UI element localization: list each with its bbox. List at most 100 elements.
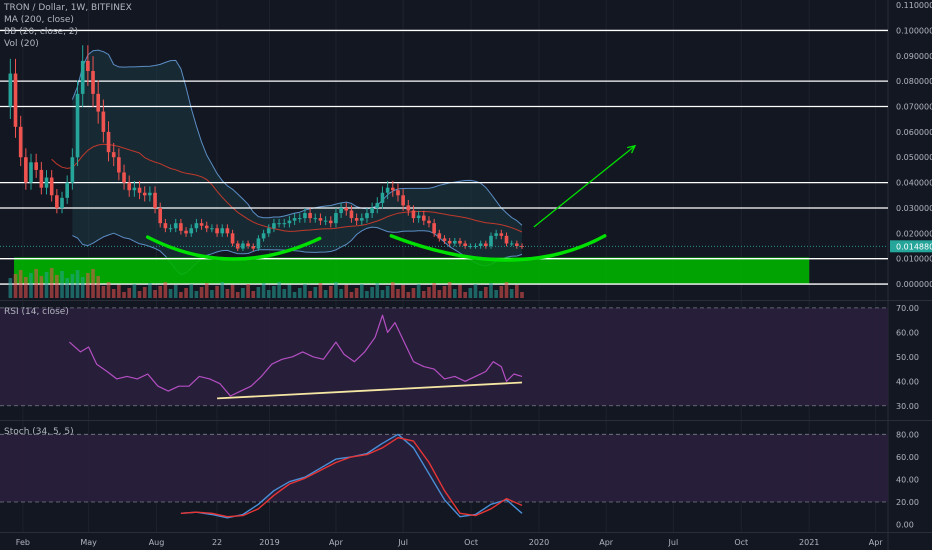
volume-bar [96, 276, 101, 298]
volume-bar [163, 282, 168, 298]
candle-body [354, 218, 359, 221]
candle-body [484, 243, 488, 247]
legend-bb[interactable]: BB (20, close, 2) [4, 27, 79, 37]
candle-body [499, 233, 504, 236]
volume-bar [396, 289, 400, 298]
rsi-axis-label: 40.00 [896, 377, 919, 386]
candle-body [416, 215, 421, 219]
candle-body [173, 223, 178, 229]
volume-bar [117, 285, 121, 298]
volume-bar [44, 272, 49, 298]
candle-body [86, 60, 90, 72]
volume-bar [499, 286, 504, 298]
candle-body [184, 230, 188, 234]
time-axis-label: Apr [599, 538, 614, 547]
symbol-title[interactable]: TRON / Dollar, 1W, BITFINEX [4, 3, 132, 13]
volume-bar [215, 286, 219, 298]
candle-body [287, 220, 292, 224]
price-axis-label: 0.100000 [896, 26, 932, 35]
breakout-arrow-line [533, 145, 636, 228]
legend-vol[interactable]: Vol (20) [4, 39, 39, 49]
price-axis-label: 0.110000 [896, 1, 932, 10]
volume-bar [65, 278, 69, 298]
rsi-legend[interactable]: RSI (14, close) [4, 307, 69, 317]
volume-bar [179, 292, 183, 298]
volume-bar [106, 282, 111, 298]
time-axis-label: Oct [734, 538, 748, 547]
candle-body [359, 218, 364, 221]
candle-body [163, 223, 168, 229]
volume-bar [287, 285, 292, 298]
price-axis-label: 0.080000 [896, 77, 932, 86]
candle-body [215, 228, 219, 234]
volume-bar [328, 286, 333, 298]
volume-bar [13, 274, 18, 298]
volume-bar [241, 288, 245, 298]
candle-body [494, 233, 498, 236]
candle-body [111, 152, 116, 158]
main-legend: TRON / Dollar, 1W, BITFINEX MA (200, clo… [4, 2, 132, 50]
candle-body [489, 235, 493, 247]
candle-body [49, 177, 54, 196]
candle-body [365, 213, 369, 219]
candle-body [148, 192, 152, 196]
candle-body [401, 195, 405, 206]
volume-bar [380, 290, 385, 298]
volume-bar [132, 284, 137, 298]
current-price-label-bg [890, 240, 932, 253]
candle-body [437, 233, 442, 239]
volume-bar [416, 284, 421, 298]
volume-bar [308, 291, 312, 298]
volume-bar [323, 290, 328, 298]
volume-bar [266, 290, 271, 298]
candle-body [318, 218, 323, 221]
price-axis-label: 0.050000 [896, 153, 932, 162]
candle-body [137, 187, 142, 193]
candle-body [204, 225, 209, 229]
stoch-legend[interactable]: Stoch (34, 5, 5) [4, 427, 74, 437]
volume-bar [49, 268, 54, 298]
volume-bar [91, 269, 95, 298]
candle-body [230, 233, 235, 244]
volume-bar [292, 292, 297, 298]
volume-bar [484, 287, 488, 298]
candle-body [122, 172, 126, 183]
rsi-axis-label: 70.00 [896, 304, 919, 313]
volume-bar [421, 291, 426, 298]
volume-bar [235, 292, 240, 298]
candle-body [339, 207, 343, 214]
price-axis-label: 0.060000 [896, 128, 932, 137]
stoch-axis-label: 60.00 [896, 453, 919, 462]
volume-bar [318, 283, 323, 298]
volume-bar [437, 290, 442, 298]
volume-bar [447, 282, 452, 298]
stoch-axis-label: 40.00 [896, 475, 919, 484]
volume-bar [504, 282, 509, 298]
volume-bar [137, 291, 142, 298]
candle-body [142, 192, 147, 196]
volume-bar [520, 292, 524, 298]
candle-body [432, 223, 436, 234]
volume-bar [349, 292, 354, 298]
volume-bar [473, 284, 478, 298]
candle-body [375, 202, 380, 208]
candle-body [220, 228, 225, 234]
volume-bar [277, 282, 281, 298]
price-axis-label: 0.070000 [896, 103, 932, 112]
volume-bar [75, 270, 80, 298]
candle-body [132, 187, 137, 191]
candle-body [29, 162, 33, 183]
time-axis-label: Oct [464, 538, 478, 547]
candle-body [349, 210, 354, 219]
candle-body [39, 169, 44, 188]
candle-body [101, 111, 106, 132]
legend-ma[interactable]: MA (200, close) [4, 15, 74, 25]
volume-bar [385, 286, 390, 298]
volume-bar [34, 269, 38, 298]
candle-body [251, 246, 256, 249]
candle-body [24, 157, 28, 183]
volume-bar [303, 284, 307, 298]
candle-body [504, 235, 509, 244]
volume-bar [194, 291, 199, 298]
candle-body [256, 238, 261, 249]
